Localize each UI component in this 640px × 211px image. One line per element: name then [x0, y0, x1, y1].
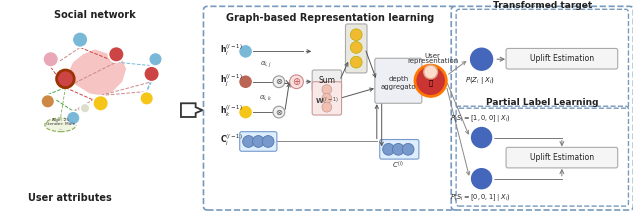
Circle shape [383, 143, 394, 155]
Text: Transformed target: Transformed target [493, 1, 592, 10]
Text: $\mathbf{h}_k^{(l-1)}$: $\mathbf{h}_k^{(l-1)}$ [220, 103, 243, 119]
Text: Social network: Social network [54, 10, 136, 20]
Polygon shape [181, 103, 202, 117]
FancyBboxPatch shape [346, 24, 367, 73]
Circle shape [56, 70, 74, 88]
Circle shape [252, 136, 264, 147]
Text: $\mathbf{h}_j^{(l-1)}$: $\mathbf{h}_j^{(l-1)}$ [220, 73, 243, 89]
Circle shape [469, 46, 494, 72]
Text: Uplift Estimation: Uplift Estimation [530, 54, 594, 63]
Text: $\alpha_{i,j}$: $\alpha_{i,j}$ [260, 60, 272, 70]
Text: User: User [425, 53, 440, 59]
Text: User attributes: User attributes [28, 193, 112, 203]
Circle shape [350, 42, 362, 53]
Polygon shape [60, 49, 126, 95]
Circle shape [470, 167, 493, 191]
Circle shape [239, 45, 252, 58]
Text: Graph-based Representation learning: Graph-based Representation learning [226, 13, 434, 23]
Circle shape [290, 75, 303, 89]
Circle shape [403, 143, 414, 155]
FancyBboxPatch shape [506, 147, 618, 168]
FancyBboxPatch shape [240, 132, 277, 151]
Circle shape [239, 75, 252, 89]
Circle shape [67, 111, 80, 125]
Text: $P(S_i=[1,0,0]\;|\;X_i)$: $P(S_i=[1,0,0]\;|\;X_i)$ [450, 113, 511, 124]
Ellipse shape [45, 118, 76, 132]
Circle shape [350, 56, 362, 68]
Text: $C^{(l)}$: $C^{(l)}$ [392, 160, 404, 171]
Circle shape [72, 32, 88, 47]
Circle shape [56, 70, 74, 88]
Circle shape [322, 102, 332, 112]
FancyBboxPatch shape [375, 58, 422, 103]
Text: $\mathbf{C}_i^{(l-1)}$: $\mathbf{C}_i^{(l-1)}$ [220, 133, 243, 148]
Text: Partial Label Learning: Partial Label Learning [486, 98, 598, 107]
Text: Sum: Sum [318, 76, 335, 85]
FancyBboxPatch shape [506, 49, 618, 69]
Text: $\mathbf{h}_i^{(l-1)}$: $\mathbf{h}_i^{(l-1)}$ [220, 43, 243, 58]
FancyBboxPatch shape [312, 82, 342, 115]
Circle shape [41, 95, 54, 108]
Text: 👔: 👔 [429, 79, 433, 86]
FancyBboxPatch shape [204, 6, 456, 210]
Circle shape [322, 93, 332, 103]
Circle shape [140, 92, 154, 105]
Circle shape [350, 29, 362, 41]
Text: $\otimes$: $\otimes$ [275, 108, 283, 117]
Circle shape [415, 65, 446, 96]
Text: Uplift Estimation: Uplift Estimation [530, 153, 594, 162]
FancyBboxPatch shape [451, 6, 634, 210]
Text: $\alpha_{i,k}$: $\alpha_{i,k}$ [259, 93, 273, 102]
Text: $\oplus$: $\oplus$ [292, 76, 301, 87]
Circle shape [109, 46, 124, 62]
Circle shape [148, 52, 163, 66]
Circle shape [392, 143, 404, 155]
Circle shape [243, 136, 254, 147]
Text: Age: 25
Gender: Male
...: Age: 25 Gender: Male ... [46, 118, 75, 131]
Circle shape [262, 136, 274, 147]
Circle shape [273, 76, 285, 88]
Text: depth: depth [388, 76, 408, 82]
Circle shape [322, 85, 332, 95]
Circle shape [144, 66, 159, 82]
Text: $P(Z_i\;|\;X_i)$: $P(Z_i\;|\;X_i)$ [465, 75, 495, 86]
Circle shape [470, 126, 493, 149]
Circle shape [80, 103, 90, 113]
FancyBboxPatch shape [380, 139, 419, 159]
Circle shape [93, 95, 109, 111]
Text: $\otimes$: $\otimes$ [275, 77, 283, 86]
FancyBboxPatch shape [312, 70, 342, 92]
Text: $P(S_i=[0,0,1]\;|\;X_i)$: $P(S_i=[0,0,1]\;|\;X_i)$ [450, 192, 511, 203]
Circle shape [43, 51, 58, 67]
Text: representation: representation [407, 58, 458, 64]
Text: aggregato: aggregato [381, 84, 416, 90]
Text: $\mathbf{W}^{(l-1)}$: $\mathbf{W}^{(l-1)}$ [315, 96, 339, 107]
Circle shape [239, 105, 252, 119]
Circle shape [273, 106, 285, 118]
Circle shape [424, 65, 438, 79]
